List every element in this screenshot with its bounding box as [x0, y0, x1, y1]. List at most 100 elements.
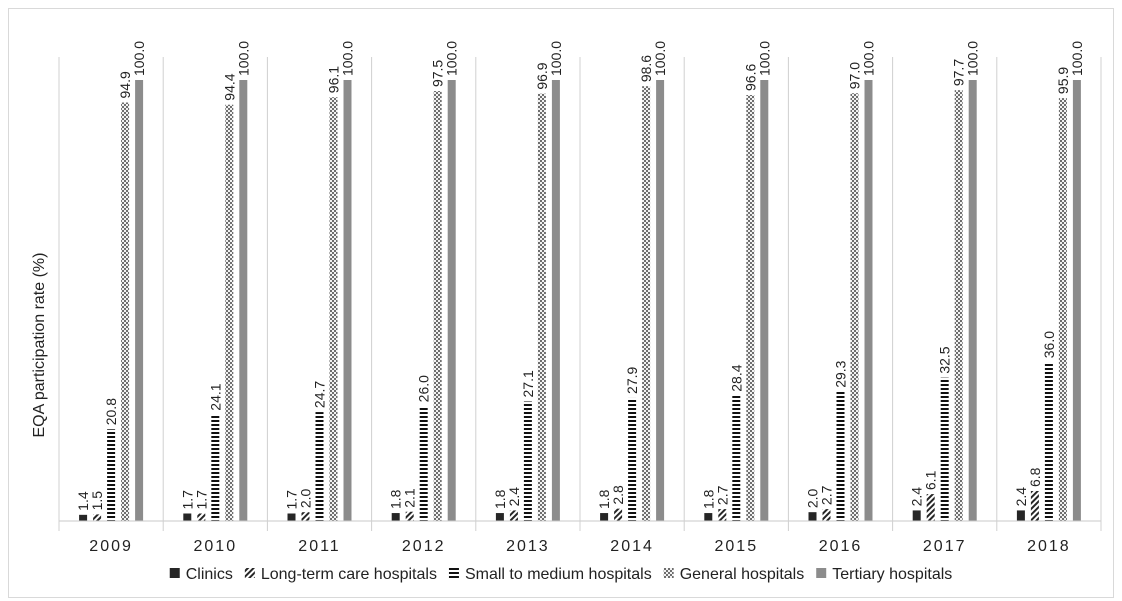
legend-swatch-long-term-care-hospitals	[244, 568, 255, 578]
data-label-clinics-2015: 1.8	[700, 489, 716, 509]
bar-general-hospitals-2017	[954, 90, 963, 521]
data-label-long-term-care-hospitals-2011: 2.0	[298, 489, 314, 509]
x-tick-label-2017: 2017	[923, 538, 967, 555]
legend-swatch-small-to-medium-hospitals	[448, 568, 459, 578]
bar-clinics-2014	[600, 513, 609, 521]
bar-tertiary-hospitals-2012	[447, 80, 456, 521]
legend-swatch-tertiary-hospitals	[816, 568, 827, 578]
bar-long-term-care-hospitals-2015	[718, 509, 727, 521]
chart-frame	[8, 8, 1114, 598]
data-label-tertiary-hospitals-2017: 100.0	[965, 41, 981, 76]
x-tick-label-2010: 2010	[194, 538, 238, 555]
bar-small-to-medium-hospitals-2013	[523, 401, 532, 521]
bar-general-hospitals-2012	[433, 91, 442, 522]
bar-clinics-2016	[808, 512, 817, 521]
data-label-long-term-care-hospitals-2013: 2.4	[506, 487, 522, 507]
bar-clinics-2009	[79, 514, 88, 521]
legend-label-general-hospitals: General hospitals	[680, 566, 805, 583]
legend-label-small-to-medium-hospitals: Small to medium hospitals	[465, 566, 652, 583]
bar-general-hospitals-2018	[1058, 98, 1067, 522]
data-label-clinics-2009: 1.4	[75, 491, 91, 511]
bar-general-hospitals-2014	[642, 86, 651, 521]
data-label-long-term-care-hospitals-2017: 6.1	[923, 470, 939, 490]
data-label-tertiary-hospitals-2016: 100.0	[861, 41, 877, 76]
data-label-long-term-care-hospitals-2014: 2.8	[610, 485, 626, 505]
bar-general-hospitals-2011	[329, 97, 338, 521]
x-tick-label-2009: 2009	[89, 538, 133, 555]
legend-label-long-term-care-hospitals: Long-term care hospitals	[261, 566, 437, 583]
data-label-clinics-2017: 2.4	[909, 487, 925, 507]
legend-swatch-general-hospitals	[663, 568, 674, 578]
x-tick-label-2015: 2015	[715, 538, 759, 555]
data-labels-layer: 1.41.520.894.9100.01.71.724.194.4100.01.…	[75, 41, 1085, 511]
data-label-small-to-medium-hospitals-2016: 29.3	[833, 360, 849, 387]
bar-long-term-care-hospitals-2016	[822, 509, 831, 521]
bar-long-term-care-hospitals-2010	[197, 513, 206, 521]
x-tick-label-2018: 2018	[1027, 538, 1071, 555]
x-tick-labels: 2009 2010 2011 2012 2013 2014 2015 2016 2017 2018	[89, 538, 1071, 555]
data-label-small-to-medium-hospitals-2012: 26.0	[416, 375, 432, 402]
bar-tertiary-hospitals-2016	[864, 80, 873, 521]
bar-general-hospitals-2015	[746, 94, 755, 521]
data-label-small-to-medium-hospitals-2015: 28.4	[728, 364, 744, 391]
bar-general-hospitals-2013	[537, 93, 546, 522]
bar-tertiary-hospitals-2017	[968, 80, 977, 521]
data-label-small-to-medium-hospitals-2009: 20.8	[103, 398, 119, 425]
bar-clinics-2013	[495, 513, 504, 521]
bar-clinics-2018	[1016, 510, 1025, 521]
x-tick-label-2012: 2012	[402, 538, 446, 555]
data-label-long-term-care-hospitals-2016: 2.7	[819, 485, 835, 505]
data-label-small-to-medium-hospitals-2010: 24.1	[207, 383, 223, 410]
data-label-clinics-2011: 1.7	[284, 490, 300, 510]
data-label-long-term-care-hospitals-2010: 1.7	[193, 490, 209, 510]
x-tick-label-2014: 2014	[610, 538, 654, 555]
data-label-general-hospitals-2011: 96.1	[326, 66, 342, 93]
bar-long-term-care-hospitals-2013	[509, 510, 518, 521]
data-label-general-hospitals-2018: 95.9	[1055, 67, 1071, 94]
bar-long-term-care-hospitals-2017	[926, 494, 935, 521]
bar-general-hospitals-2010	[225, 104, 234, 522]
data-label-tertiary-hospitals-2014: 100.0	[652, 41, 668, 76]
bar-small-to-medium-hospitals-2018	[1044, 362, 1053, 521]
data-label-clinics-2014: 1.8	[596, 489, 612, 509]
category-separators	[58, 57, 1102, 531]
data-label-small-to-medium-hospitals-2018: 36.0	[1041, 331, 1057, 358]
data-label-long-term-care-hospitals-2018: 6.8	[1027, 467, 1043, 487]
bar-long-term-care-hospitals-2014	[614, 508, 623, 521]
legend-swatch-clinics	[169, 568, 180, 578]
data-label-clinics-2018: 2.4	[1013, 487, 1029, 507]
data-label-small-to-medium-hospitals-2017: 32.5	[937, 346, 953, 373]
bar-clinics-2010	[183, 513, 192, 521]
data-label-general-hospitals-2012: 97.5	[430, 60, 446, 87]
x-tick-label-2013: 2013	[506, 538, 550, 555]
data-label-tertiary-hospitals-2018: 100.0	[1069, 41, 1085, 76]
bar-long-term-care-hospitals-2009	[93, 514, 102, 521]
legend-label-tertiary-hospitals: Tertiary hospitals	[832, 566, 952, 583]
data-label-clinics-2013: 1.8	[492, 489, 508, 509]
legend-label-clinics: Clinics	[186, 566, 233, 583]
bar-small-to-medium-hospitals-2017	[940, 377, 949, 521]
legend: Clinics Long-term care hospitals Small to …	[169, 566, 952, 583]
bar-clinics-2011	[287, 513, 296, 521]
bar-long-term-care-hospitals-2018	[1030, 491, 1039, 521]
bar-small-to-medium-hospitals-2015	[732, 395, 741, 521]
data-label-tertiary-hospitals-2009: 100.0	[131, 41, 147, 76]
bar-long-term-care-hospitals-2012	[405, 511, 414, 521]
bar-tertiary-hospitals-2013	[551, 80, 560, 521]
bar-general-hospitals-2016	[850, 93, 859, 521]
data-label-tertiary-hospitals-2015: 100.0	[756, 41, 772, 76]
bar-clinics-2015	[704, 513, 713, 521]
bar-small-to-medium-hospitals-2016	[836, 391, 845, 521]
bar-tertiary-hospitals-2015	[760, 80, 769, 521]
data-label-long-term-care-hospitals-2009: 1.5	[89, 491, 105, 511]
data-label-tertiary-hospitals-2011: 100.0	[340, 41, 356, 76]
bar-small-to-medium-hospitals-2012	[419, 406, 428, 521]
bar-tertiary-hospitals-2011	[343, 80, 352, 521]
data-label-clinics-2012: 1.8	[388, 489, 404, 509]
x-tick-label-2016: 2016	[819, 538, 863, 555]
bar-tertiary-hospitals-2014	[656, 80, 665, 521]
data-label-general-hospitals-2009: 94.9	[117, 71, 133, 98]
data-label-general-hospitals-2014: 98.6	[638, 55, 654, 82]
data-label-general-hospitals-2013: 96.9	[534, 62, 550, 89]
